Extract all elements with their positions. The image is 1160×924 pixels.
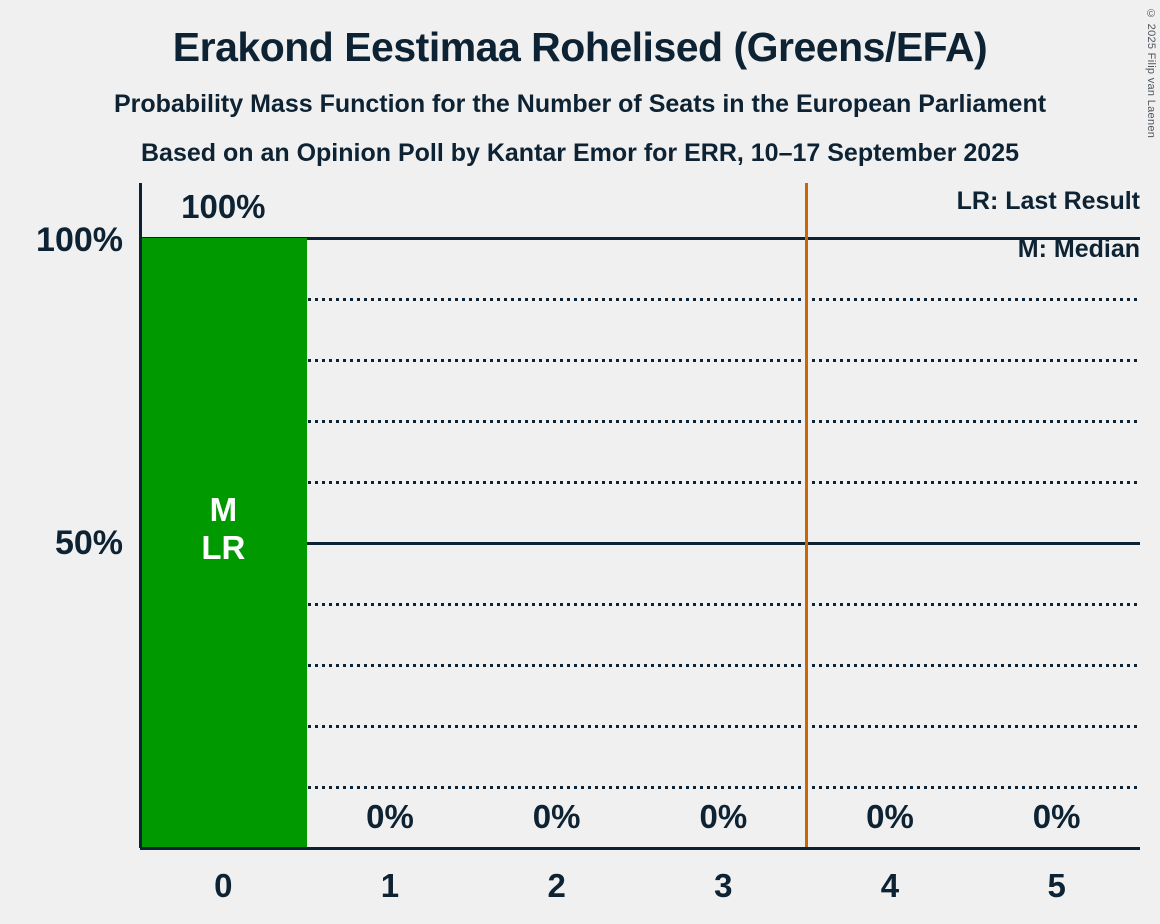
x-tick-label-4: 4 (880, 867, 900, 904)
x-tick-label-1: 1 (380, 867, 400, 904)
bar-value-label-seats-1: 0% (366, 798, 414, 835)
bar-value-label-seats-0: 100% (181, 188, 266, 225)
x-tick-label-0: 0 (214, 867, 233, 904)
legend-median: M: Median (1017, 235, 1140, 263)
y-axis-label-50: 50% (54, 524, 123, 562)
bar-value-label-seats-4: 0% (866, 798, 914, 835)
x-axis-line (140, 846, 1140, 850)
y-axis-label-100: 100% (36, 221, 123, 259)
legend-last-result: LR: Last Result (956, 187, 1140, 215)
gridline-solid-100 (140, 236, 1140, 240)
bar-value-label-seats-5: 0% (1032, 798, 1081, 835)
gridline-dotted-90 (140, 297, 1140, 301)
gridline-dotted-20 (140, 724, 1140, 728)
bar-annotation-median-last-result: M LR (140, 491, 307, 567)
median-marker: M (209, 491, 238, 528)
chart-subtitle: Probability Mass Function for the Number… (113, 90, 1047, 118)
y-axis-line (138, 183, 142, 848)
x-tick-label-3: 3 (714, 867, 733, 904)
copyright-notice: © 2025 Filip van Laenen (1145, 8, 1157, 139)
chart-title: Erakond Eestimaa Rohelised (Greens/EFA) (172, 24, 988, 70)
x-tick-label-5: 5 (1047, 867, 1066, 904)
last-result-marker: LR (201, 529, 246, 566)
gridline-dotted-60 (140, 480, 1140, 484)
pmf-bar-seats-0 (140, 238, 307, 848)
gridline-dotted-80 (140, 358, 1140, 362)
chart-source-line: Based on an Opinion Poll by Kantar Emor … (140, 139, 1020, 167)
majority-line (805, 183, 809, 848)
gridline-solid-50 (140, 541, 1140, 545)
x-tick-label-2: 2 (547, 867, 566, 904)
gridline-dotted-40 (140, 602, 1140, 606)
gridline-dotted-30 (140, 663, 1140, 667)
gridline-dotted-10 (140, 785, 1140, 789)
bar-value-label-seats-3: 0% (699, 798, 748, 835)
bar-value-label-seats-2: 0% (532, 798, 581, 835)
gridline-dotted-70 (140, 419, 1140, 423)
